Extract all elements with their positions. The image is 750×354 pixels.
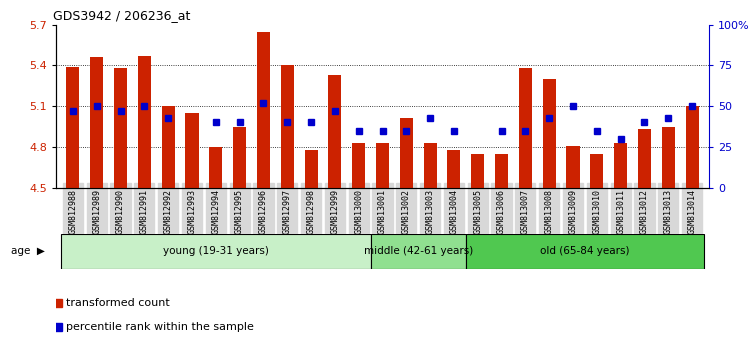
Text: young (19-31 years): young (19-31 years)	[163, 246, 268, 256]
Bar	[114, 68, 127, 188]
Bar	[590, 154, 603, 188]
Bar	[90, 57, 104, 188]
Bar	[138, 56, 151, 188]
Bar	[185, 113, 199, 188]
Bar	[257, 32, 270, 188]
Bar	[543, 79, 556, 188]
FancyBboxPatch shape	[370, 234, 466, 269]
Bar	[304, 150, 317, 188]
Bar	[352, 143, 365, 188]
Bar	[662, 127, 675, 188]
Bar	[280, 65, 294, 188]
Bar	[638, 129, 651, 188]
Bar	[519, 68, 532, 188]
Bar	[233, 127, 246, 188]
Text: middle (42-61 years): middle (42-61 years)	[364, 246, 472, 256]
Bar	[376, 143, 389, 188]
Bar	[424, 143, 436, 188]
Bar	[471, 154, 484, 188]
Bar	[328, 75, 341, 188]
Bar	[66, 67, 80, 188]
FancyBboxPatch shape	[466, 234, 704, 269]
Bar	[162, 106, 175, 188]
Bar	[400, 119, 412, 188]
Bar	[566, 145, 580, 188]
Bar	[448, 150, 460, 188]
Text: transformed count: transformed count	[66, 298, 170, 308]
FancyBboxPatch shape	[61, 234, 370, 269]
Bar	[686, 106, 699, 188]
Bar	[209, 147, 222, 188]
Text: old (65-84 years): old (65-84 years)	[540, 246, 630, 256]
Text: age  ▶: age ▶	[11, 246, 45, 256]
Text: GDS3942 / 206236_at: GDS3942 / 206236_at	[53, 9, 190, 22]
Bar	[495, 154, 508, 188]
Text: percentile rank within the sample: percentile rank within the sample	[66, 322, 254, 332]
Bar	[614, 143, 627, 188]
